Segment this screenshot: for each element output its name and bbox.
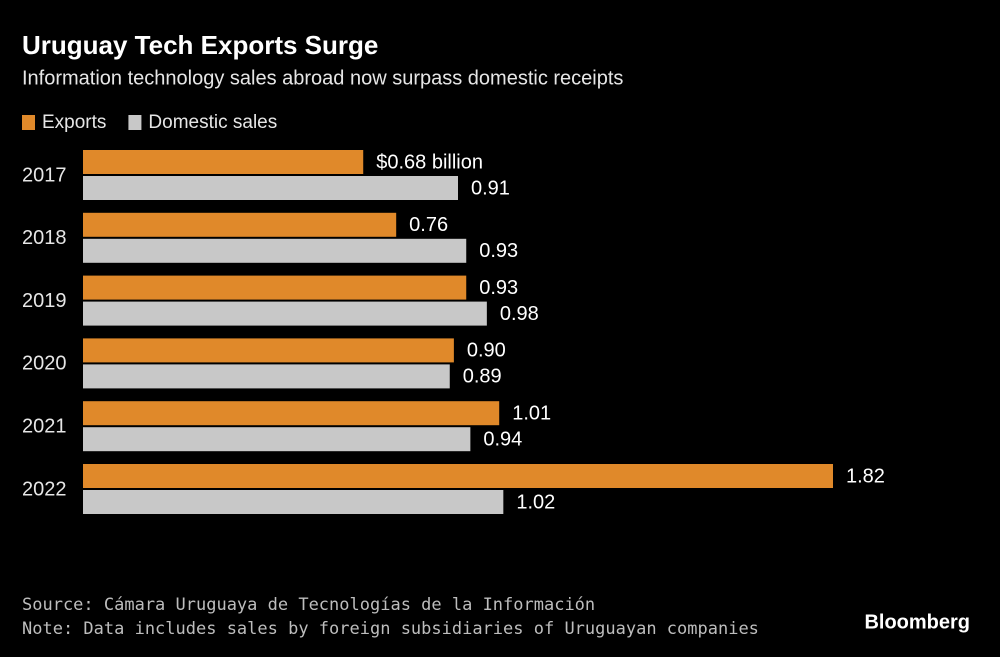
- y-tick-label: 2020: [22, 353, 67, 375]
- legend-label: Exports: [42, 112, 106, 133]
- bar: [83, 464, 833, 488]
- value-label: 0.93: [479, 240, 518, 262]
- y-tick-label: 2019: [22, 290, 67, 312]
- bar: [83, 238, 467, 263]
- bar: [83, 212, 397, 237]
- chart-subtitle: Information technology sales abroad now …: [22, 67, 623, 89]
- value-label: 0.76: [409, 214, 448, 236]
- chart-title: Uruguay Tech Exports Surge: [22, 30, 378, 60]
- value-label: 0.90: [467, 340, 506, 362]
- value-label: $0.68 billion: [376, 151, 483, 173]
- bar: [83, 490, 504, 514]
- note: Note: Data includes sales by foreign sub…: [22, 619, 759, 639]
- source: Source: Cámara Uruguaya de Tecnologías d…: [22, 595, 595, 615]
- bar: [83, 150, 364, 174]
- value-label: 1.02: [516, 491, 555, 513]
- bar: [83, 401, 500, 426]
- value-label: 0.91: [471, 177, 510, 199]
- y-tick-label: 2018: [22, 227, 67, 249]
- value-label: 0.98: [500, 303, 539, 325]
- bar: [83, 338, 454, 363]
- y-tick-label: 2017: [22, 164, 67, 186]
- value-label: 1.01: [512, 402, 551, 424]
- brand: Bloomberg: [864, 611, 970, 633]
- bar: [83, 427, 471, 452]
- bar: [83, 364, 450, 389]
- bar: [83, 176, 458, 200]
- value-label: 1.82: [846, 465, 885, 487]
- legend-swatch: [128, 115, 142, 130]
- legend-label: Domestic sales: [148, 112, 277, 133]
- y-tick-label: 2022: [22, 478, 67, 500]
- y-tick-label: 2021: [22, 415, 67, 437]
- legend-swatch: [22, 115, 35, 130]
- value-label: 0.94: [483, 428, 522, 450]
- value-label: 0.93: [479, 277, 518, 299]
- value-label: 0.89: [463, 366, 502, 388]
- bar: [83, 275, 467, 300]
- bar: [83, 301, 487, 326]
